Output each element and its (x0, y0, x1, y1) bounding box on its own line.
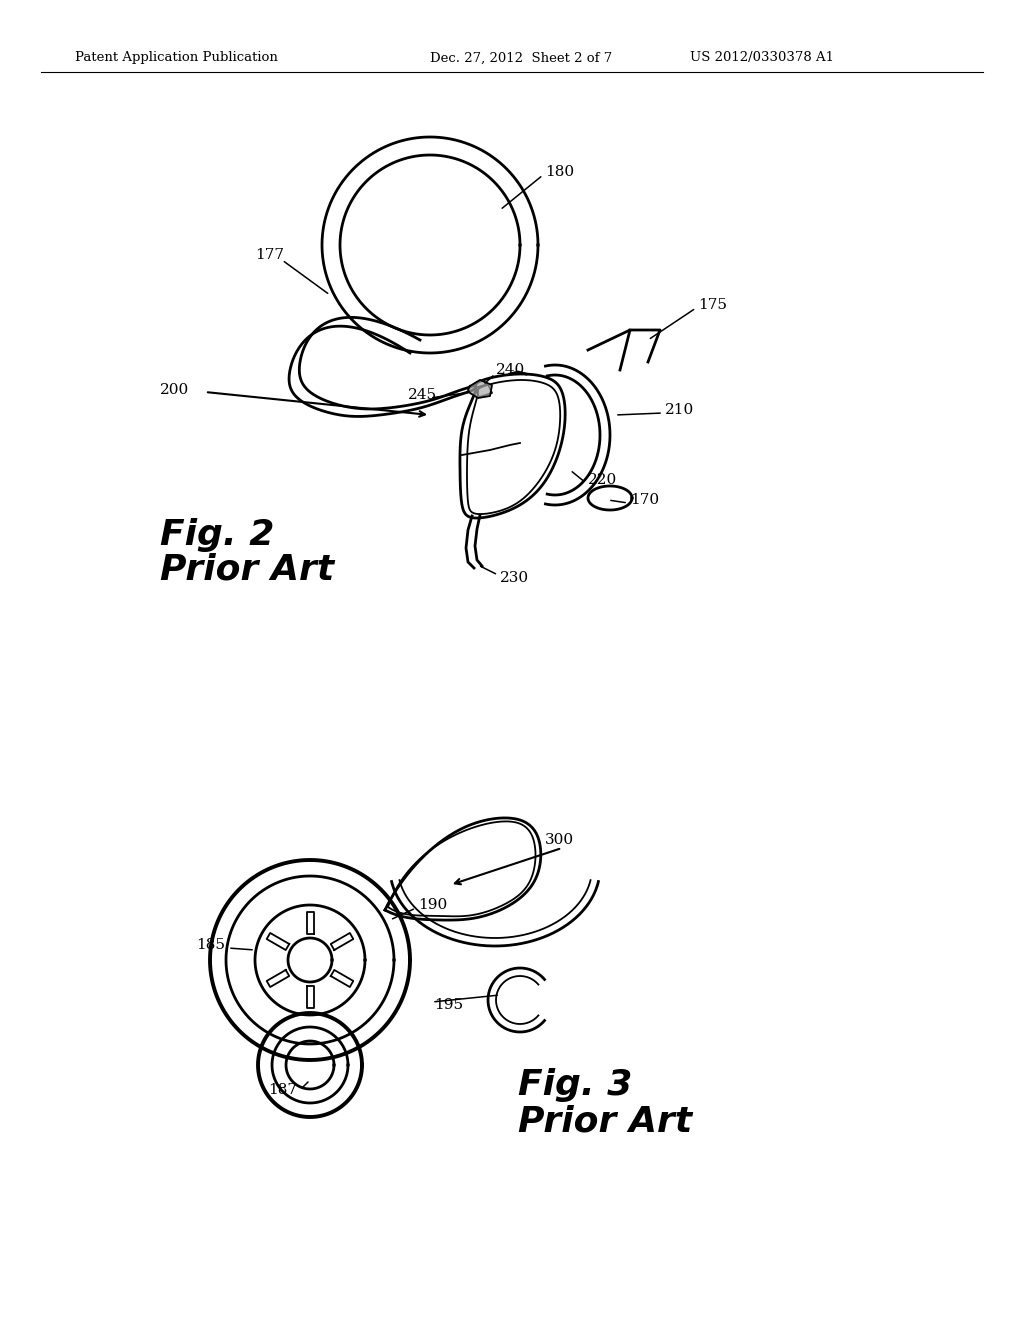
Polygon shape (468, 380, 492, 399)
Text: Fig. 3: Fig. 3 (518, 1068, 633, 1102)
Text: Patent Application Publication: Patent Application Publication (75, 51, 278, 65)
Text: 187: 187 (268, 1082, 297, 1097)
Text: 300: 300 (545, 833, 574, 847)
Text: US 2012/0330378 A1: US 2012/0330378 A1 (690, 51, 834, 65)
Text: 210: 210 (665, 403, 694, 417)
Text: 177: 177 (255, 248, 284, 261)
Text: 170: 170 (630, 492, 659, 507)
Text: 230: 230 (500, 572, 529, 585)
Text: 175: 175 (698, 298, 727, 312)
Polygon shape (306, 986, 313, 1008)
Text: 195: 195 (434, 998, 463, 1012)
Text: 200: 200 (160, 383, 189, 397)
Text: 190: 190 (418, 898, 447, 912)
Text: Prior Art: Prior Art (160, 553, 334, 587)
Polygon shape (331, 970, 353, 987)
Polygon shape (266, 933, 289, 950)
Text: Prior Art: Prior Art (518, 1105, 692, 1139)
Text: 185: 185 (196, 939, 225, 952)
Text: Fig. 2: Fig. 2 (160, 517, 274, 552)
Text: 240: 240 (496, 363, 525, 378)
Polygon shape (331, 933, 353, 950)
Text: 180: 180 (545, 165, 574, 180)
Polygon shape (266, 970, 289, 987)
Text: 220: 220 (588, 473, 617, 487)
Polygon shape (306, 912, 313, 935)
Text: 245: 245 (408, 388, 437, 403)
Text: Dec. 27, 2012  Sheet 2 of 7: Dec. 27, 2012 Sheet 2 of 7 (430, 51, 612, 65)
